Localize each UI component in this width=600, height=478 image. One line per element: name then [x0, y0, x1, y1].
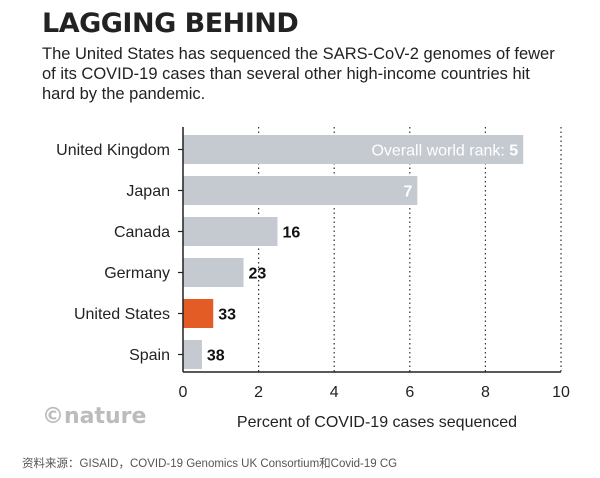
bar-canada	[183, 217, 278, 246]
chart-subtitle: The United States has sequenced the SARS…	[42, 45, 555, 103]
data-label: 33	[218, 307, 236, 324]
x-tick-label: 6	[405, 384, 414, 401]
x-tick-label: 10	[552, 384, 570, 401]
source-note: 资料来源：GISAID，COVID-19 Genomics UK Consort…	[22, 458, 398, 470]
category-label: United States	[74, 306, 170, 323]
bar-japan	[183, 176, 418, 205]
category-label: Canada	[114, 224, 170, 241]
x-tick-label: 4	[330, 384, 339, 401]
x-axis-label: Percent of COVID-19 cases sequenced	[237, 414, 517, 431]
x-tick-label: 2	[254, 384, 263, 401]
data-label: Overall world rank: 5	[371, 143, 518, 160]
data-label: 23	[248, 266, 266, 283]
category-label: Germany	[104, 265, 170, 282]
category-label: Spain	[129, 347, 170, 364]
bar-spain	[183, 340, 202, 369]
bar-united-kingdom	[183, 135, 524, 164]
x-tick-label: 0	[179, 384, 188, 401]
data-label: 38	[207, 348, 225, 365]
bar-germany	[183, 258, 244, 287]
nature-logo: ©nature	[42, 404, 147, 429]
category-label: Japan	[126, 183, 170, 200]
category-label: United Kingdom	[56, 142, 170, 159]
data-label: 7	[403, 184, 412, 201]
chart-title: LAGGING BEHIND	[42, 8, 299, 39]
data-label: 16	[283, 225, 301, 242]
x-tick-label: 8	[481, 384, 490, 401]
bar-chart: United Kingdom Overall world rank: 5 Japan…	[56, 127, 570, 431]
bar-united-states	[183, 299, 214, 328]
